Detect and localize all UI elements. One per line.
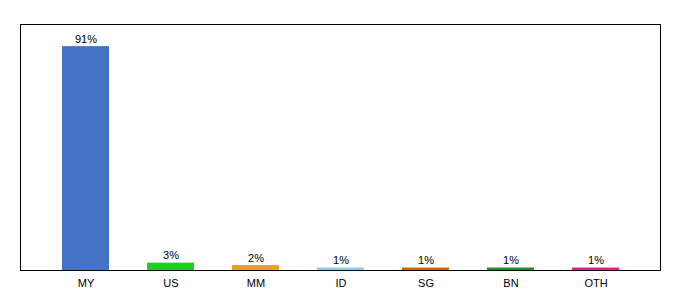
svg-text:1%: 1% xyxy=(588,254,604,266)
svg-text:BN: BN xyxy=(503,277,518,289)
svg-text:MY: MY xyxy=(78,277,95,289)
svg-text:91%: 91% xyxy=(75,33,97,45)
svg-text:US: US xyxy=(163,277,178,289)
svg-text:MM: MM xyxy=(247,277,265,289)
svg-text:1%: 1% xyxy=(333,254,349,266)
svg-text:3%: 3% xyxy=(163,249,179,261)
svg-text:2%: 2% xyxy=(248,252,264,264)
svg-text:ID: ID xyxy=(336,277,347,289)
svg-text:1%: 1% xyxy=(418,254,434,266)
svg-text:1%: 1% xyxy=(503,254,519,266)
svg-text:OTH: OTH xyxy=(584,277,607,289)
svg-text:SG: SG xyxy=(418,277,434,289)
